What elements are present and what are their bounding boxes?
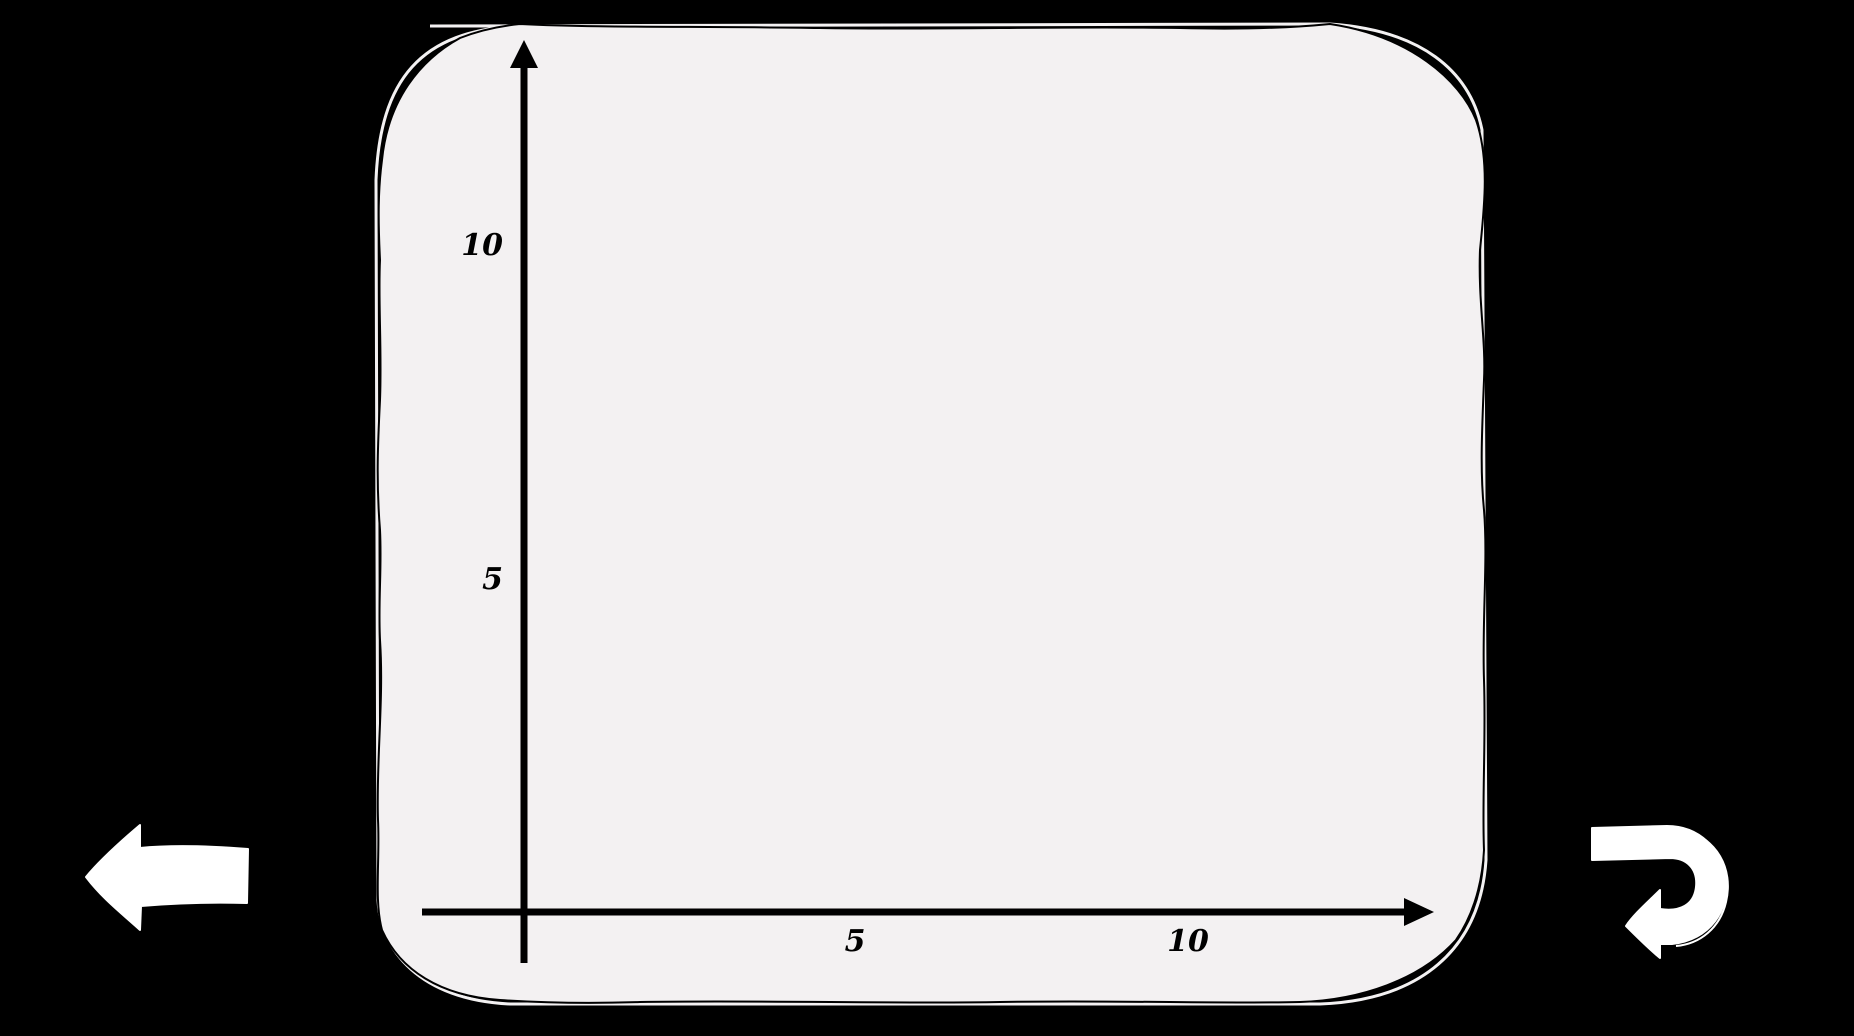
undo-arrow-icon [1591,825,1728,959]
graph-board[interactable] [374,22,1488,1006]
x-axis-arrowhead [1404,898,1434,926]
axes [422,40,1434,963]
undo-arrow-outline [1675,829,1729,947]
y-tick-label: 10 [461,228,503,263]
tick-labels: 5 10 5 10 [461,228,1209,959]
x-tick-label: 10 [1167,924,1209,959]
left-arrow-icon [85,824,249,931]
y-tick-label: 5 [482,562,503,597]
board-outline-shadow [374,22,1488,1006]
back-button[interactable] [85,824,249,931]
x-tick-label: 5 [845,924,866,959]
y-axis-arrowhead [510,40,538,68]
undo-button[interactable] [1591,825,1729,959]
board-background [376,22,1487,1004]
